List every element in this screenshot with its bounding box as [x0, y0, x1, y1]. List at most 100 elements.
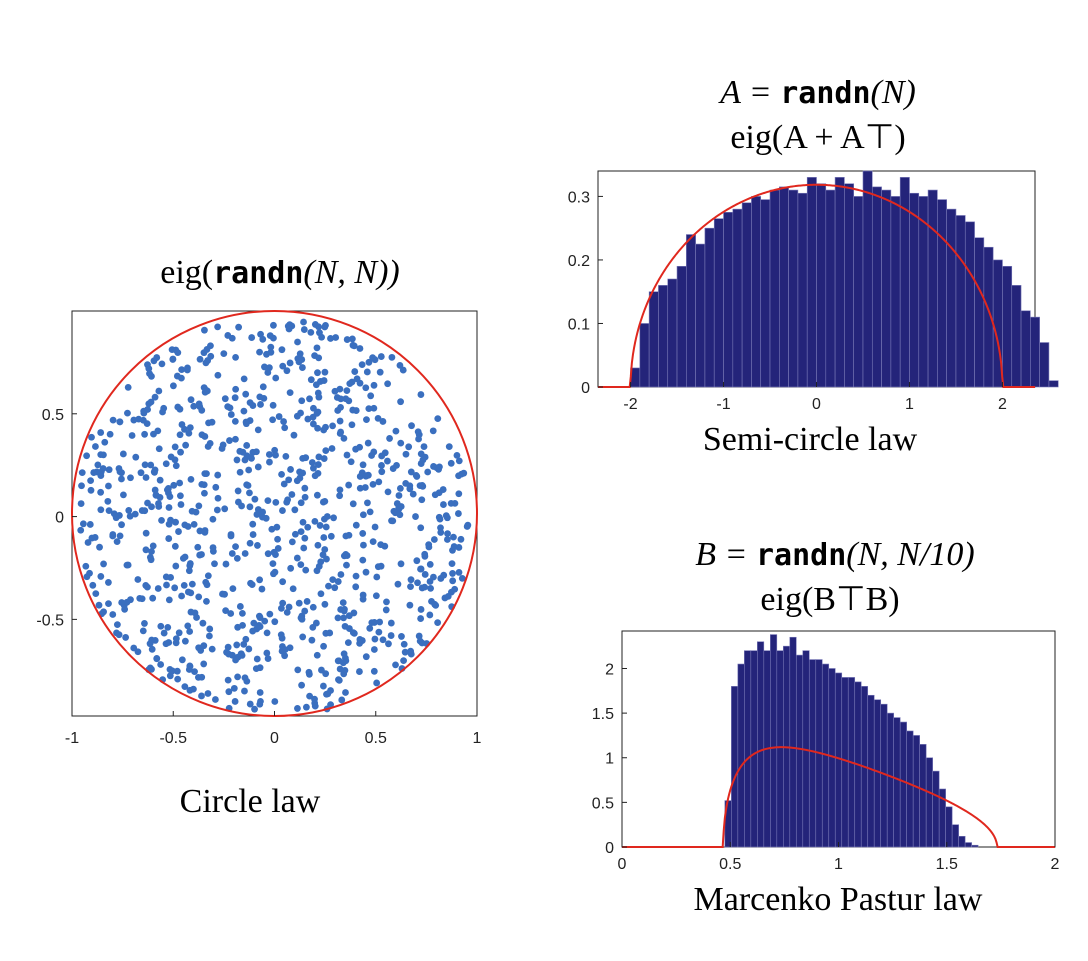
- scatter-point: [165, 596, 173, 604]
- scatter-point: [214, 471, 222, 479]
- scatter-point: [450, 533, 457, 541]
- scatter-point: [109, 531, 117, 538]
- scatter-point: [388, 353, 396, 361]
- scatter-point: [109, 416, 117, 424]
- y-tick-label: 0.3: [568, 189, 590, 206]
- scatter-point: [394, 580, 402, 588]
- scatter-point: [314, 461, 322, 468]
- scatter-point: [118, 475, 125, 483]
- scatter-point: [263, 629, 271, 637]
- scatter-point: [319, 682, 327, 690]
- scatter-point: [152, 491, 160, 499]
- scatter-point: [242, 390, 250, 398]
- scatter-point: [409, 490, 417, 498]
- scatter-point: [366, 508, 374, 516]
- scatter-point: [352, 407, 360, 414]
- scatter-point: [196, 355, 204, 363]
- scatter-point: [224, 643, 232, 651]
- scatter-point: [177, 374, 185, 382]
- scatter-point: [256, 700, 264, 708]
- scatter-point: [201, 529, 209, 536]
- scatter-point: [264, 497, 272, 505]
- scatter-point: [167, 453, 175, 461]
- scatter-point: [314, 424, 321, 432]
- histogram-bar: [779, 186, 789, 388]
- scatter-point: [148, 665, 155, 673]
- scatter-point: [367, 392, 375, 400]
- scatter-point: [368, 619, 376, 626]
- histogram-bar: [974, 237, 985, 388]
- histogram-bar: [886, 712, 895, 848]
- histogram-bar: [853, 196, 864, 388]
- x-tick-label: -1: [716, 396, 730, 413]
- scatter-point: [285, 476, 293, 484]
- histogram-bar: [769, 189, 780, 388]
- scatter-point: [309, 603, 317, 611]
- scatter-point: [149, 594, 157, 602]
- scatter-point: [123, 598, 131, 606]
- scatter-point: [418, 481, 426, 489]
- scatter-point: [392, 661, 399, 669]
- scatter-point: [249, 627, 257, 635]
- scatter-point: [412, 513, 419, 520]
- scatter-point: [455, 569, 463, 576]
- scatter-point: [270, 548, 278, 556]
- scatter-point: [340, 614, 347, 622]
- scatter-point: [142, 546, 150, 554]
- histogram-bar: [871, 186, 882, 388]
- scatter-point: [351, 368, 359, 375]
- scatter-point: [445, 443, 453, 451]
- scatter-point: [160, 629, 168, 637]
- scatter-point: [249, 520, 257, 528]
- scatter-point: [430, 536, 438, 543]
- scatter-point: [246, 399, 254, 407]
- histogram-bar: [788, 189, 799, 388]
- scatter-point: [100, 560, 107, 568]
- scatter-point: [285, 603, 293, 611]
- scatter-point: [458, 574, 466, 582]
- scatter-point: [184, 364, 191, 372]
- scatter-point: [230, 684, 238, 692]
- histogram-bar: [731, 686, 739, 848]
- scatter-point: [164, 623, 172, 631]
- scatter-point: [304, 415, 312, 423]
- scatter-point: [311, 517, 319, 525]
- y-tick-label: 0.5: [592, 795, 614, 812]
- scatter-point: [175, 629, 183, 637]
- scatter-point: [293, 554, 301, 562]
- scatter-point: [147, 556, 155, 564]
- scatter-point: [379, 418, 387, 425]
- histogram-bar: [737, 663, 745, 848]
- scatter-point: [182, 441, 190, 449]
- scatter-point: [447, 459, 455, 467]
- scatter-point: [314, 369, 321, 377]
- scatter-point: [163, 581, 170, 589]
- scatter-point: [343, 387, 351, 395]
- scatter-point: [455, 490, 463, 498]
- scatter-point: [429, 427, 437, 435]
- scatter-point: [278, 470, 285, 478]
- y-tick-label: 2: [605, 661, 614, 678]
- scatter-point: [171, 542, 179, 550]
- scatter-point: [174, 675, 182, 683]
- histogram-bar: [639, 323, 650, 388]
- scatter-point: [373, 573, 381, 581]
- scatter-point: [167, 516, 174, 524]
- scatter-point: [378, 462, 385, 469]
- scatter-point: [279, 362, 287, 370]
- scatter-point: [113, 629, 120, 637]
- scatter-point: [83, 573, 91, 581]
- scatter-point: [420, 443, 428, 450]
- scatter-point: [241, 456, 249, 464]
- scatter-point: [255, 612, 263, 620]
- scatter-point: [185, 429, 193, 437]
- scatter-point: [178, 592, 185, 600]
- mp-title-line1: B = randn(N, N/10): [695, 536, 974, 573]
- scatter-point: [92, 443, 99, 450]
- scatter-point: [295, 599, 303, 607]
- scatter-point: [256, 348, 263, 356]
- scatter-point: [321, 497, 329, 505]
- scatter-point: [178, 656, 186, 664]
- scatter-point: [239, 448, 247, 456]
- scatter-point: [171, 443, 179, 451]
